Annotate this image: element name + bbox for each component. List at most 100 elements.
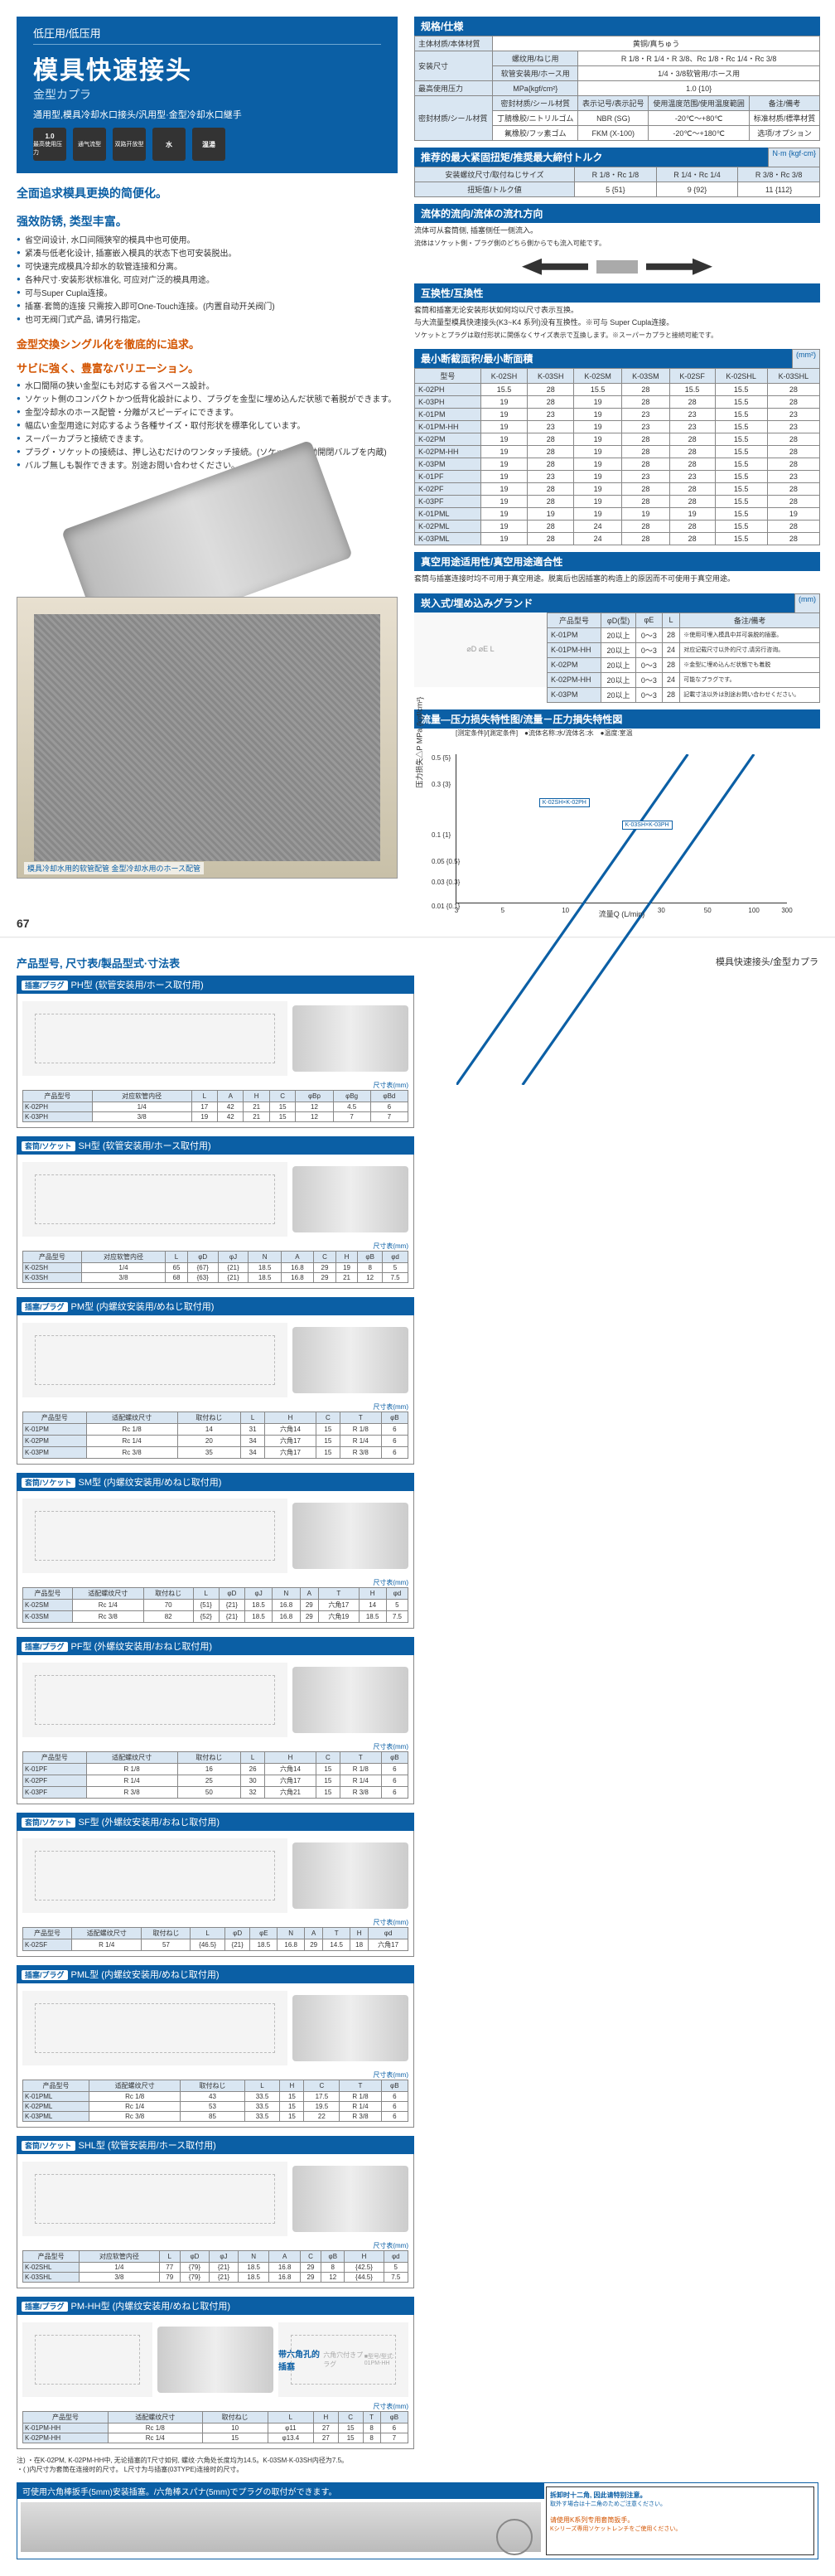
compat-text2: 与大流量型模具快速接头(K3~K4 系列)没有互换性。※可与 Super Cup…: [414, 317, 820, 328]
spec-table: 主体材质/本体材質黄铜/真ちゅう 安装尺寸螺纹用/ねじ用R 1/8・R 1/4・…: [414, 36, 820, 141]
orange-item: 金型冷却水のホース配管・分離がスピーディにできます。: [17, 407, 398, 420]
technical-drawing: [22, 1991, 287, 2065]
spec-card: 插塞/プラグPM-HH型 (内螺纹安装用/めねじ取付用)带六角孔的插塞六角穴付き…: [17, 2297, 414, 2449]
flowdir-header: 流体的流向/流体の流れ方向: [414, 204, 820, 223]
area-header: 最小断截面积/最小断面積: [414, 349, 792, 368]
p2-right-title: 模具快速接头/金型カプラ: [716, 955, 818, 968]
hero-banner: 低圧用/低压用 模具快速接头 金型カプラ 通用型,模具冷却水口接头/汎用型·金型…: [17, 17, 398, 173]
compat-text1: 套筒和插塞无论安装形状如何均以尺寸表示互换。: [414, 305, 820, 316]
feature-item: 插塞·套筒的连接 只需按入即可One-Touch连接。(内置自动开关阀门): [17, 301, 398, 314]
embed-unit: (mm): [794, 593, 820, 613]
wrench-image: [21, 2502, 541, 2552]
wrench-section: 可使用六角棒扳手(5mm)安装插塞。/六角棒スパナ(5mm)でプラグの取付ができ…: [17, 2482, 818, 2559]
valve-icon: 通气流型: [73, 128, 106, 161]
orange-item: ソケット側のコンパクトかつ低背化設計により、プラグを金型に埋め込んだ状態で着脱が…: [17, 394, 398, 407]
chart-header: 流量—压力损失特性图/流量－圧力損失特性図: [414, 709, 820, 729]
product-photo: [292, 1995, 408, 2061]
series-label-2: K-03SH×K-03PH: [622, 821, 673, 830]
flowdir-jp: 流体はソケット側・プラグ側のどちら側からでも流入可能です。: [414, 239, 820, 248]
product-photo: [292, 1667, 408, 1733]
vacuum-header: 真空用途适用性/真空用途適合性: [414, 552, 820, 571]
page-number: 67: [17, 917, 30, 930]
machine-caption: 模具冷却水用的软管配管 金型冷却水用のホース配管: [24, 862, 204, 874]
orange-item: 水口間隔の狭い金型にも対応する省スペース設計。: [17, 380, 398, 394]
orange-title-1: 金型交換シングル化を徹底的に追求。: [17, 336, 398, 351]
icon-row: 1.0最高使用压力 通气流型 双路开放型 水 温湯: [33, 128, 381, 161]
chart-xlabel: 流量Q (L/min): [599, 908, 645, 919]
torque-header: 推荐的最大紧固扭矩/推奨最大締付トルク: [414, 148, 768, 167]
orange-title-2: サビに強く、豊富なバリエーション。: [17, 360, 398, 375]
wrench-note-box: 拆卸时十二角, 因此请特别注意。 取外す場合は十二角のためご注意ください。 请使…: [546, 2486, 814, 2555]
water-icon: 水: [152, 128, 186, 161]
embed-header: 崁入式/埋め込みグランド: [414, 593, 794, 613]
pressure-icon: 1.0最高使用压力: [33, 128, 66, 161]
technical-drawing: [22, 1499, 287, 1573]
chart-ylabel: 压力损失△P MPa {kgf/cm²}: [414, 697, 425, 788]
product-photo: [292, 2166, 408, 2232]
compat-jp: ソケットとプラグは取付形状に関係なくサイズ表示で互換します。※スーパーカプラと接…: [414, 331, 820, 340]
technical-drawing: [22, 2162, 287, 2236]
technical-drawing: [22, 1323, 287, 1397]
feature-item: 也可无阀门式产品, 请另行指定。: [17, 314, 398, 327]
orange-list: 水口間隔の狭い金型にも対応する省スペース設計。ソケット側のコンパクトかつ低背化設…: [17, 380, 398, 473]
orange-item: 幅広い金型用途に対応するよう各種サイズ・取付形状を標準化しています。: [17, 420, 398, 433]
end-note: 注) ・在K-02PM, K-02PM-HH中, 无论插塞的T尺寸如何, 螺纹·…: [17, 2456, 818, 2474]
torque-unit: N·m {kgf·cm}: [768, 148, 820, 167]
product-photo: [292, 1842, 408, 1909]
flowdir-text: 流体可从套筒侧, 插塞侧任一侧流入。: [414, 225, 820, 236]
orange-item: バルブ無しも製作できます。別途お問い合わせください。: [17, 460, 398, 473]
technical-drawing: [22, 1001, 287, 1076]
feature-item: 各种尺寸·安装形状标准化, 可应对广泛的模具用途。: [17, 274, 398, 288]
product-photo: [292, 1327, 408, 1393]
series-label-1: K-02SH×K-02PH: [539, 798, 590, 807]
spec-card: 插塞/プラグPML型 (内螺纹安装用/めねじ取付用)尺寸表(mm)产品型号适配螺…: [17, 1965, 414, 2128]
spec-card: 插塞/プラグPF型 (外螺纹安装用/おねじ取付用)尺寸表(mm)产品型号适配螺纹…: [17, 1637, 414, 1804]
pressure-chart: K-02SH×K-02PH K-03SH×K-03PH 压力损失△P MPa {…: [456, 754, 787, 903]
spec-card: 插塞/プラグPM型 (内螺纹安装用/めねじ取付用)尺寸表(mm)产品型号适配螺纹…: [17, 1297, 414, 1465]
feature-item: 紧凑与低老化设计, 插塞嵌入模具的状态下也可安装脱出。: [17, 248, 398, 261]
chart-conditions: [测定条件]/[測定条件] ●流体名称:水/流体名:水 ●温度:室温: [456, 729, 820, 738]
flow-diagram: [414, 250, 820, 283]
feature-item: 可快速完成模具冷却水的软管连接和分离。: [17, 261, 398, 274]
technical-drawing: [22, 2322, 152, 2397]
feature-item: 可与Super Cupla连接。: [17, 288, 398, 301]
orange-item: スーパーカプラと接続できます。: [17, 433, 398, 447]
machine-photo: 模具冷却水用的软管配管 金型冷却水用のホース配管: [17, 597, 398, 879]
product-photo: [157, 2327, 273, 2393]
hero-subtitle: 低圧用/低压用: [33, 25, 381, 45]
technical-drawing: [22, 1838, 287, 1913]
orange-item: プラグ・ソケットの接続は、押し込むだけのワンタッチ接続。(ソケットは自動開閉バル…: [17, 447, 398, 460]
feature-title-2: 强效防锈, 类型丰富。: [17, 213, 398, 230]
product-photo: [292, 1503, 408, 1569]
warm-icon: 温湯: [192, 128, 225, 161]
technical-drawing: [22, 1663, 287, 1737]
feature-title-1: 全面追求模具更换的简便化。: [17, 185, 398, 201]
wrench-header: 可使用六角棒扳手(5mm)安装插塞。/六角棒スパナ(5mm)でプラグの取付ができ…: [17, 2483, 544, 2499]
spec-card: 套筒/ソケットSM型 (内螺纹安装用/めねじ取付用)尺寸表(mm)产品型号适配螺…: [17, 1473, 414, 1629]
plug-shape-icon: [596, 260, 638, 274]
torque-table: 安装螺纹尺寸/取付ねじサイズR 1/8・Rc 1/8R 1/4・Rc 1/4R …: [414, 167, 820, 197]
hero-title: 模具快速接头: [33, 50, 381, 86]
spec-card: 插塞/プラグPH型 (软管安装用/ホース取付用)尺寸表(mm)产品型号对应软管内…: [17, 976, 414, 1128]
embed-diagram: ⌀D ⌀E L: [414, 613, 547, 687]
feature-item: 省空间设计, 水口间隔狭窄的模具中也可使用。: [17, 235, 398, 248]
spec-card: 套筒/ソケットSHL型 (软管安装用/ホース取付用)尺寸表(mm)产品型号对应软…: [17, 2136, 414, 2288]
product-photo: [292, 1166, 408, 1232]
feature-list: 省空间设计, 水口间隔狭窄的模具中也可使用。紧凑与低老化设计, 插塞嵌入模具的状…: [17, 235, 398, 327]
hero-metal: 金型カプラ: [33, 86, 381, 103]
compat-header: 互换性/互換性: [414, 283, 820, 303]
arrow-left-icon: [522, 259, 588, 275]
area-unit: (mm²): [792, 349, 820, 368]
hero-desc: 通用型,模具冷却水口接头/汎用型·金型冷却水口継手: [33, 108, 381, 121]
dual-icon: 双路开放型: [113, 128, 146, 161]
p2-title: 产品型号, 尺寸表/製品型式·寸法表: [17, 955, 818, 971]
area-table: 型号K-02SHK-03SHK-02SMK-03SMK-02SFK-02SHLK…: [414, 368, 820, 545]
spec-card: 套筒/ソケットSF型 (外螺纹安装用/おねじ取付用)尺寸表(mm)产品型号适配螺…: [17, 1813, 414, 1957]
product-photo: [292, 1005, 408, 1072]
spec-header: 规格/仕様: [414, 17, 820, 36]
embed-table: 产品型号φD(型)φEL备注/備考K-01PM20以上0～328※使用可埋入模具…: [547, 613, 820, 703]
spec-card: 套筒/ソケットSH型 (软管安装用/ホース取付用)尺寸表(mm)产品型号对应软管…: [17, 1136, 414, 1289]
technical-drawing: [22, 1162, 287, 1237]
arrow-right-icon: [646, 259, 712, 275]
vacuum-text: 套筒与插塞连接时均不可用于真空用途。脱离后也因插塞的构造上的原因而不可使用于真空…: [414, 574, 820, 584]
